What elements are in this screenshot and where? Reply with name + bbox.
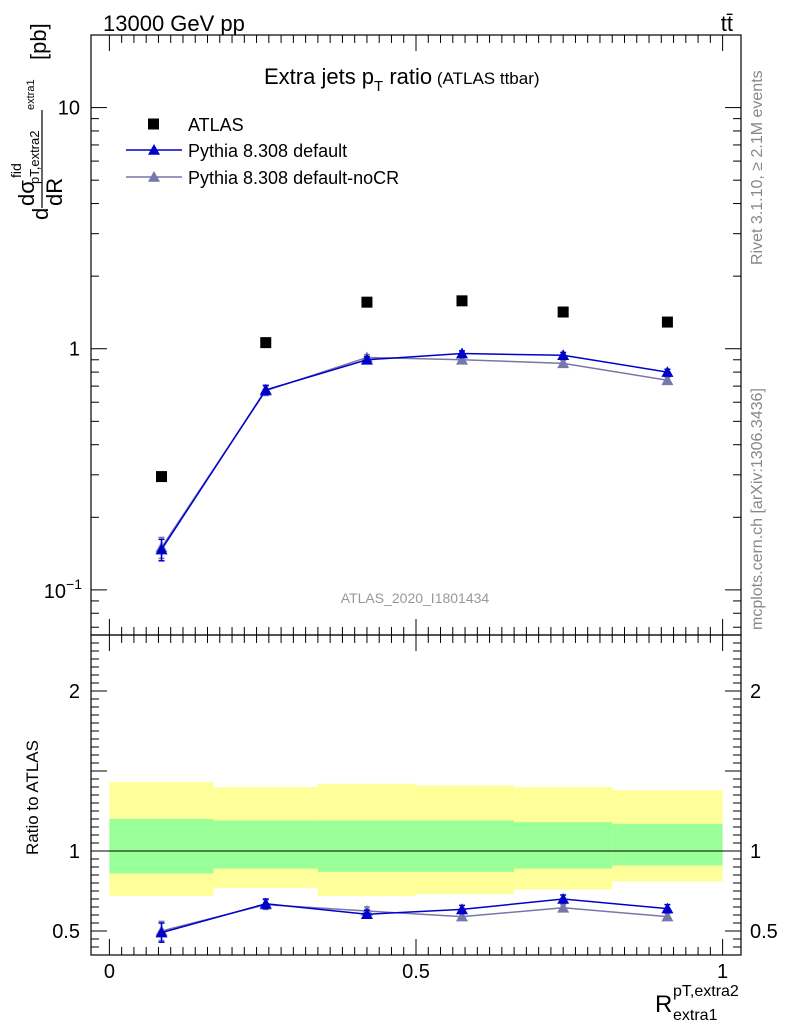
mcplots-label: mcplots.cern.ch [arXiv:1306.3436]: [749, 388, 766, 630]
y-label-unit: [pb]: [26, 23, 51, 60]
series-line: [160, 356, 668, 548]
y-label-pt: pT,extra2: [27, 131, 42, 184]
data-point: [455, 347, 468, 359]
legend-marker: [148, 171, 160, 182]
y-label-extra1: extra1: [25, 79, 37, 110]
ratio-data-point: [360, 908, 373, 919]
y-label-d: d: [28, 208, 53, 220]
uncertainty-band-green: [612, 823, 723, 866]
ratio-plot-panel: 0 0.5 1 0.5 0.5 1 1 2 2 Ratio to ATLAS R pT,extra2 e…: [23, 634, 778, 1024]
uncertainty-band-green: [317, 820, 416, 872]
ratio-y-axis-label: Ratio to ATLAS: [23, 740, 42, 855]
data-point: [455, 353, 468, 365]
data-point-atlas: [260, 337, 272, 349]
final-state-label: tt̄: [721, 11, 733, 36]
data-point-atlas: [361, 296, 373, 308]
y-tick-label: 10: [58, 98, 80, 120]
data-point-atlas: [557, 306, 569, 318]
data-point: [360, 353, 373, 365]
rivet-version-label: Rivet 3.1.10, ≥ 2.1M events: [749, 70, 766, 265]
legend-label: ATLAS: [188, 115, 244, 135]
series-line: [160, 352, 668, 550]
legend-marker: [148, 144, 160, 155]
y-tick-label: 10−1: [44, 576, 82, 603]
x-label-R: R: [655, 991, 672, 1018]
y-tick-label-right: 0.5: [750, 921, 778, 943]
y-tick-label: 1: [69, 339, 80, 361]
uncertainty-band-green: [416, 820, 515, 872]
data-point: [155, 543, 168, 555]
ratio-data-point: [259, 897, 272, 909]
ratio-data-point: [661, 910, 674, 922]
data-point: [557, 349, 570, 361]
legend-marker-atlas: [148, 118, 159, 130]
y-label-fid: fid: [8, 163, 24, 178]
legend-label: Pythia 8.308 default: [188, 141, 347, 161]
analysis-id-label: ATLAS_2020_I1801434: [341, 590, 490, 606]
ratio-data-point: [455, 903, 468, 915]
process-label: 13000 GeV pp: [103, 11, 245, 36]
legend: ATLAS Pythia 8.308 default Pythia 8.308 de…: [126, 115, 399, 188]
ratio-series-line: [161, 903, 668, 932]
x-tick-label: 1: [717, 961, 728, 983]
ratio-data-point: [557, 901, 570, 913]
data-point: [259, 383, 272, 395]
legend-label: Pythia 8.308 default-noCR: [188, 168, 399, 188]
x-label-sup: pT,extra2: [673, 983, 739, 1000]
data-point-atlas: [456, 295, 468, 307]
main-plot-panel: 10−1 1 10 ATLAS Pythia 8.308 default Pythia 8…: [8, 23, 742, 636]
ratio-data-point: [661, 902, 674, 914]
ratio-data-point: [455, 910, 468, 922]
data-point: [661, 366, 674, 377]
ratio-series-line: [161, 898, 668, 934]
uncertainty-band-green: [514, 822, 613, 869]
data-point-atlas: [661, 316, 673, 328]
chart-title: Extra jets pT ratio (ATLAS ttbar): [264, 64, 540, 95]
y-label-dsigma: dσ: [14, 180, 39, 206]
ratio-data-point: [155, 926, 168, 938]
uncertainty-band-green: [109, 819, 214, 874]
data-point: [557, 357, 570, 369]
uncertainty-band-green: [213, 820, 318, 869]
data-point: [661, 374, 674, 386]
y-tick-label: 1: [69, 841, 80, 863]
x-tick-label: 0.5: [402, 961, 430, 983]
y-tick-label-right: 1: [750, 841, 761, 863]
y-label-dR: dR: [42, 178, 67, 206]
x-label-sub: extra1: [673, 1007, 718, 1024]
y-tick-label: 2: [69, 681, 80, 703]
y-tick-label-right: 2: [750, 681, 761, 703]
y-tick-label: 0.5: [52, 921, 80, 943]
data-point-atlas: [156, 471, 168, 483]
x-tick-label: 0: [104, 961, 115, 983]
ratio-data-point: [557, 893, 570, 904]
